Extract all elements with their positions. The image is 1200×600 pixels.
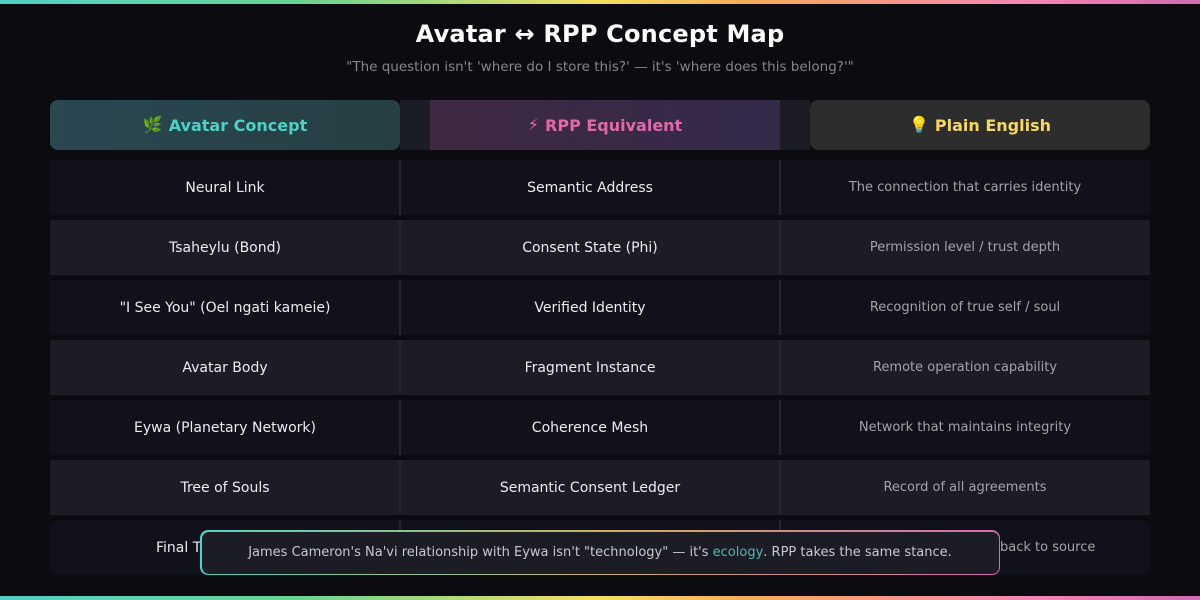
column-header-label: RPP Equivalent xyxy=(545,115,683,135)
avatar-concept-cell: Neural Link xyxy=(185,179,265,196)
column-divider xyxy=(399,400,401,455)
lightning-icon: ⚡ xyxy=(527,115,540,134)
column-divider xyxy=(779,220,781,275)
table-row: Tsaheylu (Bond) Consent State (Phi) Perm… xyxy=(50,220,1150,275)
rpp-equivalent-cell: Consent State (Phi) xyxy=(522,239,658,256)
avatar-concept-cell: Tree of Souls xyxy=(180,479,270,496)
bottom-gradient-bar xyxy=(0,596,1200,600)
table-row: Neural Link Semantic Address The connect… xyxy=(50,160,1150,215)
page-subtitle: "The question isn't 'where do I store th… xyxy=(346,59,854,75)
column-header-label: Plain English xyxy=(934,115,1052,135)
column-divider xyxy=(399,160,401,215)
column-divider xyxy=(399,340,401,395)
avatar-concept-cell: Eywa (Planetary Network) xyxy=(134,419,316,436)
avatar-concept-cell: Avatar Body xyxy=(182,359,268,376)
plain-english-cell: back to source xyxy=(1000,540,1096,555)
top-gradient-bar xyxy=(0,0,1200,4)
column-header-label: Avatar Concept xyxy=(168,115,308,135)
banner-text: James Cameron's Na'vi relationship with … xyxy=(248,545,713,560)
column-divider xyxy=(779,460,781,515)
column-divider xyxy=(779,280,781,335)
avatar-concept-cell: Tsaheylu (Bond) xyxy=(169,239,281,256)
plain-english-cell: The connection that carries identity xyxy=(848,180,1082,195)
quote-banner-body: James Cameron's Na'vi relationship with … xyxy=(201,531,999,574)
column-header-row: 🌿 Avatar Concept ⚡ RPP Equivalent 💡 Plai… xyxy=(50,100,1150,150)
rpp-equivalent-cell: Coherence Mesh xyxy=(531,419,649,436)
plain-english-cell: Record of all agreements xyxy=(883,480,1047,495)
table-row: Eywa (Planetary Network) Coherence Mesh … xyxy=(50,400,1150,455)
plain-english-cell: Permission level / trust depth xyxy=(869,240,1061,255)
column-header-avatar-concept: 🌿 Avatar Concept xyxy=(50,100,400,150)
page-title: Avatar ↔ RPP Concept Map xyxy=(415,20,785,48)
header-gap xyxy=(400,100,430,150)
quote-banner: James Cameron's Na'vi relationship with … xyxy=(200,530,1000,575)
column-divider xyxy=(399,460,401,515)
column-divider xyxy=(779,340,781,395)
rpp-equivalent-cell: Semantic Consent Ledger xyxy=(499,479,681,496)
column-divider xyxy=(779,400,781,455)
avatar-concept-cell: "I See You" (Oel ngati kameie) xyxy=(119,299,331,316)
lightbulb-icon: 💡 xyxy=(908,115,929,134)
rpp-equivalent-cell: Semantic Address xyxy=(527,179,653,196)
avatar-concept-cell: Final T xyxy=(156,539,202,556)
rpp-equivalent-cell: Fragment Instance xyxy=(524,359,656,376)
plain-english-cell: Remote operation capability xyxy=(872,360,1058,375)
plain-english-cell: Recognition of true self / soul xyxy=(869,300,1061,315)
plain-english-cell: Network that maintains integrity xyxy=(858,420,1072,435)
rpp-equivalent-cell: Verified Identity xyxy=(534,299,646,316)
column-header-rpp-equivalent: ⚡ RPP Equivalent xyxy=(430,100,780,150)
herb-icon: 🌿 xyxy=(142,115,163,134)
table-row: Avatar Body Fragment Instance Remote ope… xyxy=(50,340,1150,395)
header-gap xyxy=(780,100,810,150)
banner-text-end: . RPP takes the same stance. xyxy=(763,545,952,560)
banner-highlight: ecology xyxy=(712,545,764,560)
column-divider xyxy=(779,160,781,215)
table-row: "I See You" (Oel ngati kameie) Verified … xyxy=(50,280,1150,335)
column-divider xyxy=(399,220,401,275)
table-row: Tree of Souls Semantic Consent Ledger Re… xyxy=(50,460,1150,515)
column-header-plain-english: 💡 Plain English xyxy=(810,100,1150,150)
column-divider xyxy=(399,280,401,335)
